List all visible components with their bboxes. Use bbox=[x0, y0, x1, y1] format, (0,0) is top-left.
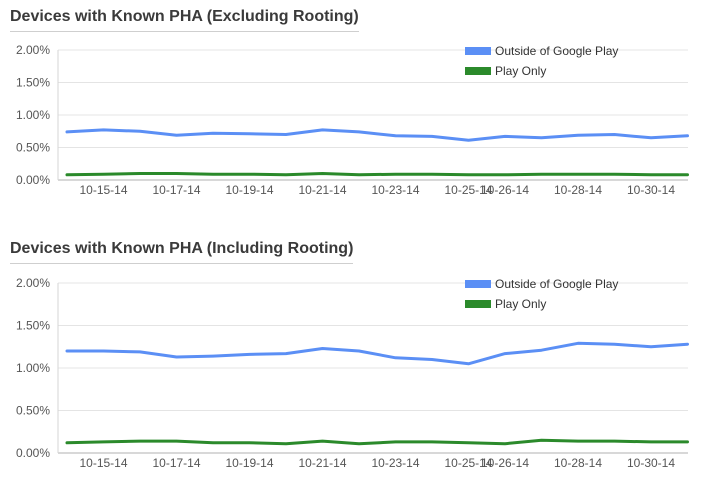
series-line bbox=[65, 172, 689, 177]
x-tick-label: 10-25-14 bbox=[444, 183, 492, 197]
chart-svg: 0.00% 0.50% 1.00% 1.50% 2.00% 10-15-14 10-17-1… bbox=[16, 276, 689, 470]
chart-title: Devices with Known PHA (Excluding Rootin… bbox=[10, 8, 359, 32]
legend-swatch bbox=[465, 300, 491, 308]
y-tick-label: 1.50% bbox=[16, 319, 50, 333]
x-tick-label: 10-30-14 bbox=[627, 183, 675, 197]
y-tick-label: 1.00% bbox=[16, 361, 50, 375]
y-tick-label: 0.00% bbox=[16, 446, 50, 460]
x-tick-label: 10-19-14 bbox=[225, 183, 273, 197]
y-tick-label: 1.00% bbox=[16, 108, 50, 122]
x-tick-label: 10-30-14 bbox=[627, 456, 675, 470]
x-tick-label: 10-23-14 bbox=[371, 456, 419, 470]
series-line bbox=[65, 438, 689, 446]
x-tick-label: 10-19-14 bbox=[225, 456, 273, 470]
y-tick-label: 0.00% bbox=[16, 173, 50, 187]
legend-label: Play Only bbox=[495, 297, 546, 311]
chart-title: Devices with Known PHA (Including Rootin… bbox=[10, 240, 354, 264]
x-tick-label: 10-15-14 bbox=[79, 183, 127, 197]
y-tick-label: 1.50% bbox=[16, 76, 50, 90]
series-line bbox=[65, 341, 689, 366]
x-tick-label: 10-23-14 bbox=[371, 183, 419, 197]
series-line bbox=[65, 128, 689, 142]
x-tick-label: 10-28-14 bbox=[554, 456, 602, 470]
x-tick-label: 10-26-14 bbox=[481, 456, 529, 470]
y-tick-label: 2.00% bbox=[16, 43, 50, 57]
legend-swatch bbox=[465, 280, 491, 288]
legend-label: Outside of Google Play bbox=[495, 277, 618, 291]
x-tick-label: 10-15-14 bbox=[79, 456, 127, 470]
legend-label: Play Only bbox=[495, 64, 546, 78]
chart-svg: 0.00% 0.50% 1.00% 1.50% 2.00% 10-15-14 10-17-1… bbox=[16, 43, 689, 197]
x-tick-label: 10-25-14 bbox=[444, 456, 492, 470]
x-tick-label: 10-21-14 bbox=[298, 456, 346, 470]
legend-label: Outside of Google Play bbox=[495, 44, 618, 58]
chart-excluding-rooting: Devices with Known PHA (Excluding Rootin… bbox=[0, 0, 715, 222]
chart-including-rooting: Devices with Known PHA (Including Rootin… bbox=[0, 232, 715, 482]
x-tick-label: 10-17-14 bbox=[152, 183, 200, 197]
legend-swatch bbox=[465, 47, 491, 55]
y-tick-label: 0.50% bbox=[16, 141, 50, 155]
x-tick-label: 10-21-14 bbox=[298, 183, 346, 197]
y-tick-label: 0.50% bbox=[16, 404, 50, 418]
x-tick-label: 10-28-14 bbox=[554, 183, 602, 197]
y-tick-label: 2.00% bbox=[16, 276, 50, 290]
x-tick-label: 10-17-14 bbox=[152, 456, 200, 470]
x-tick-label: 10-26-14 bbox=[481, 183, 529, 197]
legend-swatch bbox=[465, 67, 491, 75]
